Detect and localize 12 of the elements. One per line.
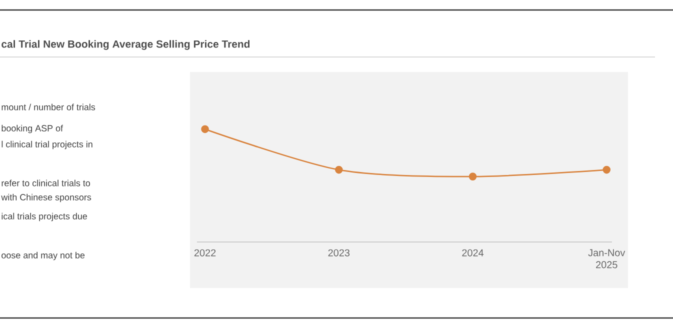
chart-title: cal Trial New Booking Average Selling Price Trend	[2, 40, 250, 50]
x-tick-label: 2022	[194, 249, 216, 256]
text: ical trials projects due	[2, 212, 88, 222]
x-tick-label: 2023	[328, 249, 350, 256]
x-tick-label: 2024	[462, 249, 484, 256]
text: l clinical trial projects in	[2, 140, 92, 150]
text: mount / number of trials	[2, 104, 96, 110]
text: refer to clinical trials to	[2, 180, 90, 186]
text: with Chinese sponsors	[1, 194, 92, 202]
text: booking ASP of	[2, 124, 64, 134]
x-tick-label: Jan-Nov 2025	[588, 249, 626, 268]
text: oose and may not be	[2, 252, 85, 260]
